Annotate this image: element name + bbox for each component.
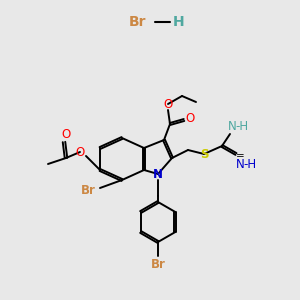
Text: -H: -H: [243, 158, 256, 170]
Text: N: N: [228, 119, 236, 133]
Text: Br: Br: [81, 184, 95, 196]
Text: Br: Br: [129, 15, 147, 29]
Text: S: S: [200, 148, 208, 160]
Text: -H: -H: [236, 119, 249, 133]
Text: O: O: [185, 112, 195, 124]
Text: N: N: [153, 169, 163, 182]
Text: H: H: [173, 15, 185, 29]
Text: Br: Br: [151, 257, 165, 271]
Text: O: O: [61, 128, 70, 140]
Text: N: N: [236, 158, 244, 170]
Text: O: O: [164, 98, 172, 110]
Text: O: O: [75, 146, 85, 158]
Text: =: =: [236, 151, 244, 161]
